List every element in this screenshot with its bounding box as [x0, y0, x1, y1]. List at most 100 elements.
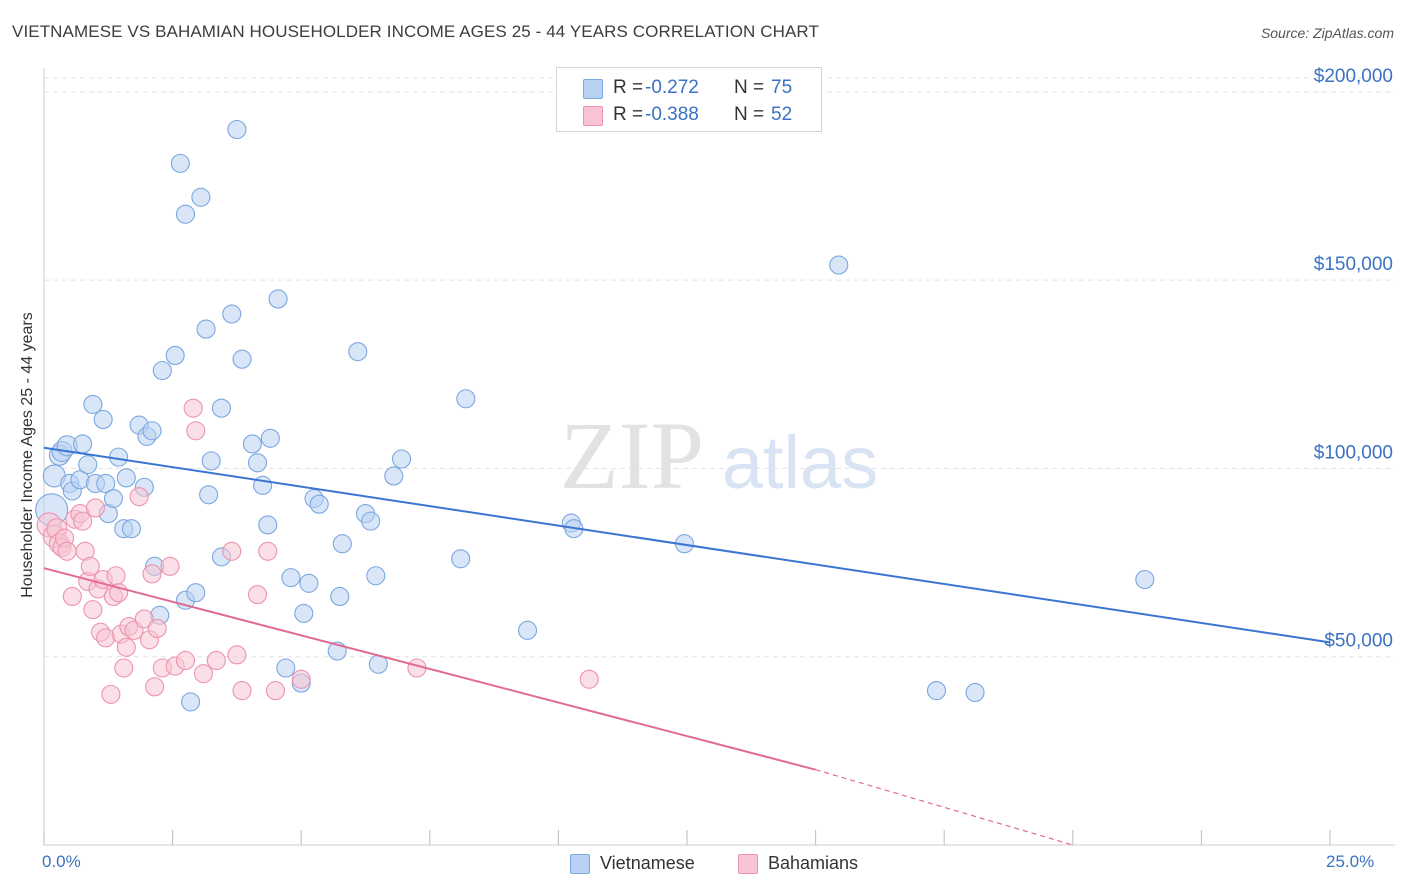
legend-n-label: N =: [734, 104, 765, 125]
vietnamese-swatch: [570, 854, 590, 874]
vietnamese-point: [222, 304, 242, 324]
y-tick-label: $200,000: [1314, 66, 1393, 87]
vietnamese-point: [294, 603, 314, 623]
vietnamese-point: [199, 485, 219, 505]
y-tick-label: $150,000: [1314, 254, 1393, 275]
vietnamese-point: [211, 398, 232, 418]
correlation-legend: R = -0.272 N = 75 R = -0.388 N = 52: [556, 67, 822, 132]
bahamians-point: [116, 637, 136, 657]
watermark: ZIP atlas: [560, 402, 878, 509]
axis-layer: [43, 68, 1395, 846]
vietnamese-point: [361, 511, 381, 531]
vietnamese-point: [142, 421, 162, 441]
bahamians-point: [57, 541, 77, 561]
vietnamese-point: [152, 360, 172, 381]
points-layer: [35, 119, 1155, 712]
vietnamese-point: [232, 349, 252, 369]
vietnamese-point: [309, 494, 329, 514]
bahamians-point: [193, 664, 214, 684]
vietnamese-point: [258, 515, 278, 535]
vietnamese-point: [103, 488, 123, 509]
vietnamese-point: [829, 255, 849, 275]
y-axis-label: Householder Income Ages 25 - 44 years: [19, 312, 36, 598]
vietnamese-point: [227, 119, 247, 140]
vietnamese-point: [73, 434, 93, 454]
bahamians-point: [129, 487, 149, 507]
bahamians-point: [134, 609, 154, 629]
vietnamese-point: [366, 566, 386, 586]
vietnamese-point: [181, 692, 201, 712]
vietnamese-point: [116, 468, 136, 488]
vietnamese-point: [121, 519, 141, 539]
bahamians-point: [62, 586, 82, 607]
legend-r-label: R =: [613, 77, 644, 98]
bahamians-point: [183, 398, 203, 418]
bahamians-point: [265, 681, 286, 701]
vietnamese-point: [384, 466, 404, 486]
vietnamese-point: [268, 289, 288, 309]
vietnamese-swatch: [583, 79, 603, 99]
y-tick-labels: $50,000 $100,000 $150,000 $200,000: [1314, 66, 1393, 652]
vietnamese-point: [96, 473, 116, 494]
vietnamese-point: [299, 573, 319, 593]
vietnamese-point: [260, 428, 280, 448]
legend-label-vietnamese: Vietnamese: [600, 853, 695, 873]
vietnamese-point: [276, 658, 296, 678]
vietnamese-point: [926, 681, 947, 701]
bahamians-point: [106, 566, 126, 586]
vietnamese-point: [247, 453, 268, 473]
bahamians-point: [186, 421, 206, 441]
bahamians-point: [83, 600, 103, 620]
bahamians-point: [291, 669, 311, 689]
legend-n-label: N =: [734, 77, 765, 98]
vietnamese-point: [201, 451, 221, 471]
vietnamese-point: [330, 586, 350, 607]
bahamians-point: [142, 564, 162, 584]
legend-r-value: -0.272: [645, 77, 699, 98]
vietnamese-point: [456, 389, 476, 409]
legend-n-value: 75: [771, 77, 793, 98]
vietnamese-point: [965, 682, 985, 703]
vietnamese-point: [191, 187, 211, 207]
vietnamese-trend-line: [43, 446, 1331, 644]
bahamians-trend-line: [43, 567, 816, 771]
vietnamese-point: [165, 345, 185, 365]
bahamians-point: [101, 684, 121, 704]
vietnamese-point: [517, 620, 538, 640]
bahamians-point: [85, 498, 105, 518]
vietnamese-point: [83, 394, 103, 414]
vietnamese-point: [391, 449, 412, 469]
bahamians-point: [258, 541, 278, 561]
source-label: Source: ZipAtlas.com: [1260, 25, 1394, 41]
bahamians-swatch: [738, 854, 758, 874]
bahamians-point: [160, 556, 180, 576]
vietnamese-point: [93, 409, 113, 430]
legend-n-value: 52: [771, 104, 793, 125]
vietnamese-point: [175, 204, 196, 224]
vietnamese-point: [196, 319, 216, 339]
vietnamese-point: [348, 342, 368, 362]
vietnamese-point: [170, 153, 190, 173]
vietnamese-point: [281, 568, 301, 588]
bahamians-point: [227, 645, 247, 665]
y-tick-label: $100,000: [1314, 442, 1393, 463]
bahamians-point: [579, 669, 599, 689]
legend-label-bahamians: Bahamians: [768, 853, 859, 873]
vietnamese-point: [451, 549, 471, 569]
legend-r-label: R =: [613, 104, 644, 125]
watermark-zip: ZIP: [560, 402, 704, 509]
vietnamese-point: [186, 583, 206, 603]
bahamians-swatch: [583, 106, 603, 126]
bahamians-point: [247, 585, 268, 605]
bahamians-point: [147, 618, 167, 639]
x-tick-label-max: 25.0%: [1326, 852, 1375, 871]
trend-layer: [43, 446, 1331, 846]
vietnamese-point: [332, 534, 352, 554]
y-tick-label: $50,000: [1324, 631, 1393, 652]
chart-title: VIETNAMESE VS BAHAMIAN HOUSEHOLDER INCOM…: [12, 22, 819, 41]
bahamians-point: [206, 650, 226, 671]
vietnamese-point: [78, 455, 98, 475]
bahamians-point: [73, 511, 93, 531]
bahamians-point: [114, 658, 134, 678]
